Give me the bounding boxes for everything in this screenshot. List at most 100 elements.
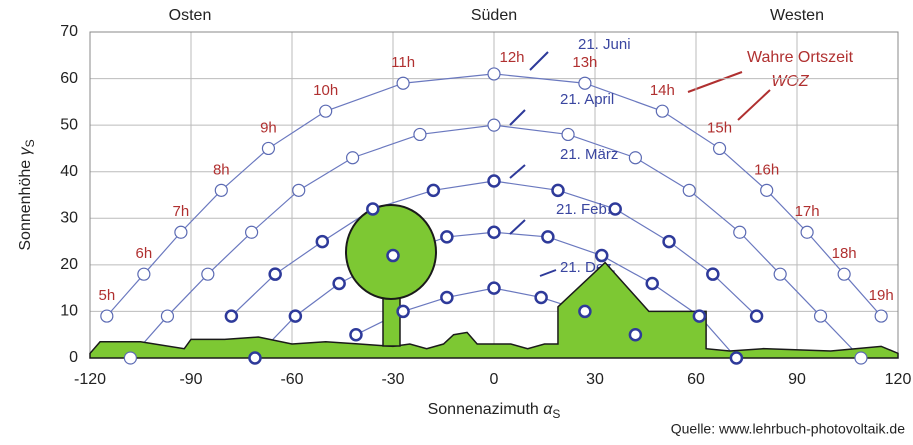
y-tick-label: 0 [69, 349, 78, 366]
date-label: 21. Juni [578, 36, 631, 53]
y-axis-label: Sonnenhöhe γS [17, 139, 37, 250]
date-leader [509, 164, 526, 179]
sun-position [682, 183, 696, 197]
hour-label: 19h [869, 287, 894, 304]
x-tick-label: 30 [586, 371, 604, 388]
sun-position [100, 309, 114, 323]
sun-position [608, 202, 622, 216]
sun-position [201, 267, 215, 281]
sun-position [655, 104, 669, 118]
sun-position [487, 174, 501, 188]
hour-label: 14h [650, 82, 675, 99]
x-tick-label: 120 [885, 371, 912, 388]
obstacle-horizon [89, 261, 899, 359]
date-leader [539, 269, 557, 277]
x-tick-label: 90 [788, 371, 806, 388]
sun-position [733, 225, 747, 239]
sun-position [594, 248, 609, 263]
hour-label: 11h [391, 54, 415, 71]
sun-position [692, 309, 707, 323]
source: Quelle: www.lehrbuch-photovoltaik.de [671, 421, 905, 437]
y-tick-label: 20 [60, 256, 78, 273]
sun-position [534, 290, 548, 305]
sun-position [487, 67, 501, 81]
sun-position [386, 248, 400, 263]
date-leader [529, 51, 549, 71]
sun-position [729, 351, 744, 365]
date-label: 21. April [560, 91, 614, 108]
sun-position [561, 127, 575, 142]
sun-position [712, 141, 727, 156]
sun-position [749, 309, 764, 323]
y-tick-label: 30 [60, 210, 78, 227]
sun-position [578, 304, 592, 319]
sun-position [413, 127, 427, 142]
sun-position [268, 267, 282, 281]
x-tick-label: -60 [280, 371, 303, 388]
date-label: 21. März [560, 146, 618, 163]
sun-position [245, 225, 259, 239]
x-axis-label: Sonnenazimuth αS [428, 401, 561, 421]
sun-position [123, 351, 137, 365]
sun-position [426, 183, 441, 198]
sun-position [487, 281, 501, 295]
x-tick-label: -30 [381, 371, 404, 388]
hour-label: 12h [499, 49, 524, 66]
sun-position [346, 151, 360, 165]
sun-position [248, 351, 262, 365]
hour-label: 7h [173, 203, 190, 220]
x-symbol-sub: S [552, 407, 560, 421]
hour-label: 15h [707, 119, 732, 136]
sun-position [366, 202, 380, 216]
sun-position [706, 267, 720, 281]
sun-position [315, 234, 330, 249]
annotation-leader [687, 71, 743, 93]
x-symbol: α [543, 401, 553, 418]
y-symbol-sub: S [23, 139, 37, 147]
sun-position [349, 327, 363, 342]
sun-position [487, 225, 501, 240]
y-label-text: Sonnenhöhe [17, 160, 34, 251]
top-label: Osten [169, 7, 212, 24]
sun-position [292, 183, 306, 197]
hour-label: 17h [795, 203, 820, 220]
sun-path [129, 124, 862, 359]
hour-label: 16h [754, 161, 779, 178]
sun-position [837, 267, 851, 281]
sun-position [396, 304, 410, 319]
sun-position [396, 76, 410, 90]
sun-position [332, 276, 346, 291]
sun-position [662, 234, 676, 249]
sun-position [224, 309, 239, 323]
top-label: Westen [770, 7, 824, 24]
sun-position [541, 230, 555, 244]
hour-label: 9h [260, 119, 277, 136]
hour-label: 6h [136, 245, 153, 262]
x-tick-label: 0 [490, 371, 499, 388]
date-label: 21. Feb. [556, 201, 611, 218]
sun-position [773, 267, 787, 281]
sun-position [854, 351, 868, 365]
sun-position [160, 309, 175, 323]
top-label: Süden [471, 7, 517, 24]
sun-position [628, 327, 643, 342]
date-leader [509, 219, 526, 235]
x-tick-label: -90 [179, 371, 202, 388]
hour-label: 18h [832, 245, 857, 262]
x-tick-label: -120 [74, 371, 106, 388]
y-tick-label: 10 [60, 303, 78, 320]
plot: 0 10 20 30 40 50 60 70 -120 -90 -60 -30 0 30 60 90 120 21… [60, 23, 911, 388]
y-symbol: γ [17, 146, 34, 155]
y-tick-label: 70 [60, 23, 78, 40]
sun-position [137, 267, 151, 281]
tree-trunk [382, 295, 401, 347]
sun-position [760, 183, 774, 197]
hour-label: 10h [313, 82, 338, 99]
date-leader [509, 109, 526, 126]
sun-position [874, 309, 888, 323]
annotation: Wahre Ortszeit [747, 49, 854, 66]
sun-position [214, 183, 228, 197]
sun-position [813, 309, 828, 323]
x-tick-label: 60 [687, 371, 705, 388]
